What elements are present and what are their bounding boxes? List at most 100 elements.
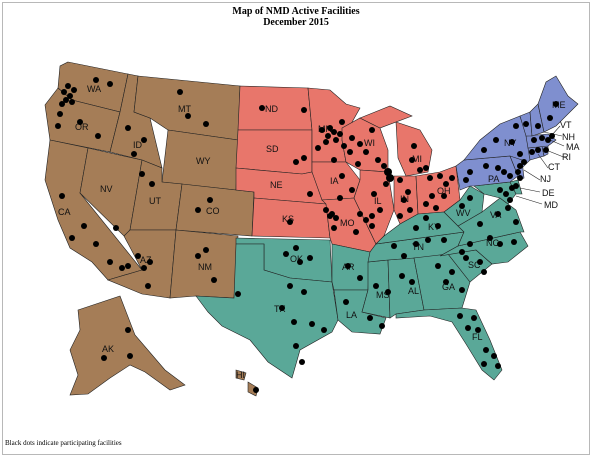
facility-dot[interactable] (357, 275, 363, 281)
facility-dot[interactable] (493, 137, 499, 143)
facility-dot[interactable] (327, 125, 333, 131)
facility-dot[interactable] (383, 181, 389, 187)
facility-dot[interactable] (409, 279, 415, 285)
facility-dot[interactable] (423, 165, 429, 171)
facility-dot[interactable] (339, 119, 345, 125)
facility-dot[interactable] (107, 81, 113, 87)
facility-dot[interactable] (337, 195, 343, 201)
facility-dot[interactable] (131, 151, 137, 157)
facility-dot[interactable] (517, 163, 523, 169)
facility-dot[interactable] (325, 133, 331, 139)
facility-dot[interactable] (369, 213, 375, 219)
facility-dot[interactable] (309, 321, 315, 327)
facility-dot[interactable] (495, 165, 501, 171)
facility-dot[interactable] (373, 283, 379, 289)
facility-dot[interactable] (495, 211, 501, 217)
facility-dot[interactable] (107, 259, 113, 265)
facility-dot[interactable] (467, 241, 473, 247)
facility-dot[interactable] (443, 181, 449, 187)
facility-dot[interactable] (135, 253, 141, 259)
facility-dot[interactable] (539, 135, 545, 141)
facility-dot[interactable] (363, 217, 369, 223)
facility-dot[interactable] (513, 123, 519, 129)
facility-dot[interactable] (101, 355, 107, 361)
facility-dot[interactable] (463, 255, 469, 261)
facility-dot[interactable] (139, 171, 145, 177)
facility-dot[interactable] (141, 137, 147, 143)
facility-dot[interactable] (509, 185, 515, 191)
facility-dot[interactable] (405, 189, 411, 195)
state-HI[interactable] (235, 369, 259, 397)
facility-dot[interactable] (543, 147, 549, 153)
facility-dot[interactable] (323, 207, 329, 213)
facility-dot[interactable] (61, 89, 67, 95)
facility-dot[interactable] (477, 221, 483, 227)
facility-dot[interactable] (459, 249, 465, 255)
facility-dot[interactable] (423, 215, 429, 221)
facility-dot[interactable] (503, 191, 509, 197)
facility-dot[interactable] (427, 175, 433, 181)
facility-dot[interactable] (435, 263, 441, 269)
facility-dot[interactable] (297, 259, 303, 265)
facility-dot[interactable] (457, 313, 463, 319)
facility-dot[interactable] (339, 173, 345, 179)
facility-dot[interactable] (397, 213, 403, 219)
facility-dot[interactable] (337, 131, 343, 137)
facility-dot[interactable] (147, 259, 153, 265)
facility-dot[interactable] (207, 197, 213, 203)
facility-dot[interactable] (307, 255, 313, 261)
facility-dot[interactable] (67, 93, 73, 99)
facility-dot[interactable] (487, 235, 493, 241)
facility-dot[interactable] (69, 235, 75, 241)
facility-dot[interactable] (449, 175, 455, 181)
facility-dot[interactable] (547, 115, 553, 121)
facility-dot[interactable] (341, 143, 347, 149)
facility-dot[interactable] (145, 283, 151, 289)
facility-dot[interactable] (113, 225, 119, 231)
facility-dot[interactable] (379, 323, 385, 329)
facility-dot[interactable] (279, 305, 285, 311)
facility-dot[interactable] (511, 239, 517, 245)
facility-dot[interactable] (125, 125, 131, 131)
facility-dot[interactable] (497, 187, 503, 193)
facility-dot[interactable] (517, 151, 523, 157)
facility-dot[interactable] (515, 169, 521, 175)
facility-dot[interactable] (467, 195, 473, 201)
facility-dot[interactable] (369, 223, 375, 229)
facility-dot[interactable] (211, 277, 217, 283)
facility-dot[interactable] (409, 157, 415, 163)
facility-dot[interactable] (301, 289, 307, 295)
facility-dot[interactable] (331, 129, 337, 135)
facility-dot[interactable] (203, 247, 209, 253)
facility-dot[interactable] (203, 121, 209, 127)
facility-dot[interactable] (363, 149, 369, 155)
facility-dot[interactable] (435, 223, 441, 229)
facility-dot[interactable] (377, 207, 383, 213)
facility-dot[interactable] (149, 181, 155, 187)
facility-dot[interactable] (413, 225, 419, 231)
facility-dot[interactable] (443, 279, 449, 285)
facility-dot[interactable] (417, 167, 423, 173)
facility-dot[interactable] (301, 155, 307, 161)
facility-dot[interactable] (391, 243, 397, 249)
facility-dot[interactable] (287, 283, 293, 289)
facility-dot[interactable] (235, 291, 241, 297)
facility-dot[interactable] (467, 169, 473, 175)
facility-dot[interactable] (125, 263, 131, 269)
facility-dot[interactable] (481, 361, 487, 367)
state-AK[interactable] (69, 295, 186, 396)
facility-dot[interactable] (531, 137, 537, 143)
facility-dot[interactable] (407, 207, 413, 213)
facility-dot[interactable] (195, 253, 201, 259)
facility-dot[interactable] (475, 327, 481, 333)
facility-dot[interactable] (369, 127, 375, 133)
facility-dot[interactable] (343, 299, 349, 305)
facility-dot[interactable] (315, 145, 321, 151)
facility-dot[interactable] (505, 205, 511, 211)
facility-dot[interactable] (293, 159, 299, 165)
facility-dot[interactable] (69, 99, 75, 105)
facility-dot[interactable] (425, 237, 431, 243)
facility-dot[interactable] (459, 287, 465, 293)
facility-dot[interactable] (357, 141, 363, 147)
facility-dot[interactable] (441, 237, 447, 243)
